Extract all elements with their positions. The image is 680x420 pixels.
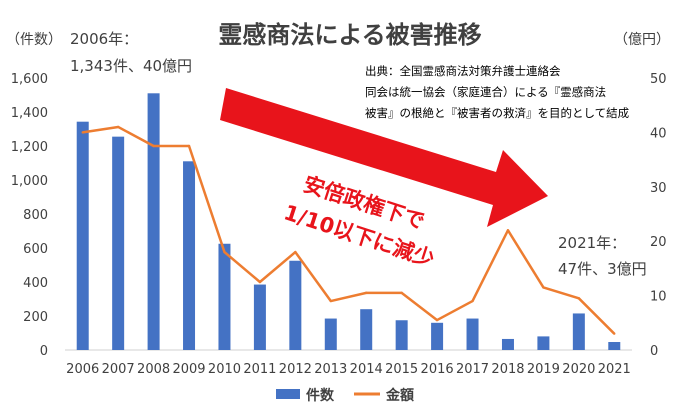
left-tick-label: 800 — [23, 208, 48, 223]
left-tick-label: 1,400 — [11, 106, 48, 121]
line-point — [294, 250, 297, 254]
x-tick-label: 2006 — [66, 362, 99, 377]
bar — [395, 320, 408, 350]
left-tick-label: 0 — [40, 344, 48, 359]
x-tick-label: 2012 — [279, 362, 312, 377]
line-point — [152, 144, 155, 148]
x-tick-label: 2018 — [491, 362, 524, 377]
left-tick-label: 200 — [23, 310, 48, 325]
line-point — [542, 286, 545, 289]
right-tick-label: 10 — [650, 290, 667, 305]
left-axis-label: （件数） — [6, 32, 62, 48]
right-tick-label: 40 — [650, 126, 667, 141]
x-tick-label: 2013 — [314, 362, 347, 377]
bar — [147, 93, 160, 351]
bar — [183, 161, 196, 350]
legend-bar-swatch — [276, 389, 300, 399]
right-tick-label: 30 — [650, 181, 667, 196]
x-tick-label: 2021 — [598, 362, 631, 377]
bar — [218, 243, 231, 350]
line-point — [116, 125, 120, 129]
x-tick-label: 2014 — [350, 362, 383, 377]
bar — [289, 260, 302, 350]
x-axis-ticks: 2006 2007 2008 2009 2010 2011 2012 2013 2014 2015… — [66, 362, 631, 377]
x-tick-label: 2011 — [243, 362, 276, 377]
right-axis-ticks: 0 10 20 30 40 50 — [650, 72, 667, 359]
bar — [466, 318, 479, 350]
source-line2: 同会は統一協会（家庭連合）による『霊感商法 — [365, 85, 606, 99]
end-annotation-line2: 47件、3億円 — [558, 260, 647, 278]
bar — [431, 322, 444, 350]
legend: 件数 金額 — [276, 387, 414, 404]
left-tick-label: 1,000 — [11, 174, 48, 189]
x-tick-label: 2007 — [102, 362, 135, 377]
end-annotation-line1: 2021年： — [558, 234, 626, 252]
line-point — [506, 229, 510, 232]
line-point — [258, 280, 262, 284]
bar — [253, 284, 266, 350]
line-series — [81, 125, 616, 335]
line-point — [613, 332, 616, 335]
line-point — [365, 291, 368, 295]
left-tick-label: 400 — [23, 276, 48, 291]
x-tick-label: 2009 — [172, 362, 205, 377]
right-tick-label: 20 — [650, 235, 667, 250]
left-axis-ticks: 0 200 400 600 800 1,000 1,200 1,400 1,600 — [11, 72, 48, 359]
bar — [608, 342, 621, 350]
bar — [360, 309, 373, 350]
line-point — [471, 299, 474, 303]
right-axis-label: （億円） — [614, 32, 670, 48]
legend-bar-label: 件数 — [306, 387, 335, 404]
left-tick-label: 1,200 — [11, 140, 48, 155]
source-line1: 出典：全国霊感商法対策弁護士連絡会 — [365, 64, 561, 78]
x-tick-label: 2020 — [562, 362, 595, 377]
bar — [76, 121, 89, 350]
x-tick-label: 2019 — [527, 362, 560, 377]
bar — [537, 336, 550, 350]
left-tick-label: 1,600 — [11, 72, 48, 87]
right-tick-label: 0 — [650, 344, 658, 359]
legend-line-label: 金額 — [385, 387, 414, 404]
bar — [501, 338, 514, 350]
line-point — [329, 299, 332, 303]
chart-title: 霊感商法による被害推移 — [218, 21, 481, 49]
bar-series — [76, 93, 621, 351]
line-point — [400, 291, 403, 295]
x-tick-label: 2017 — [456, 362, 489, 377]
x-tick-label: 2016 — [421, 362, 454, 377]
bar — [324, 318, 337, 350]
line-point — [187, 144, 191, 148]
bar — [572, 313, 585, 350]
x-tick-label: 2010 — [208, 362, 241, 377]
line-point — [81, 131, 84, 134]
start-annotation-line2: 1,343件、40億円 — [70, 57, 192, 75]
right-tick-label: 50 — [650, 72, 667, 87]
line-point — [223, 250, 226, 254]
left-tick-label: 600 — [23, 242, 48, 257]
amount-line — [82, 125, 616, 335]
line-point — [577, 297, 581, 300]
trend-arrow — [220, 88, 548, 227]
x-tick-label: 2008 — [137, 362, 170, 377]
start-annotation-line1: 2006年： — [70, 30, 138, 48]
source-line3: 被害』の根絶と『被害者の救済』を目的として結成 — [365, 106, 630, 120]
line-point — [435, 318, 439, 322]
x-tick-label: 2015 — [385, 362, 418, 377]
bar — [112, 136, 125, 350]
